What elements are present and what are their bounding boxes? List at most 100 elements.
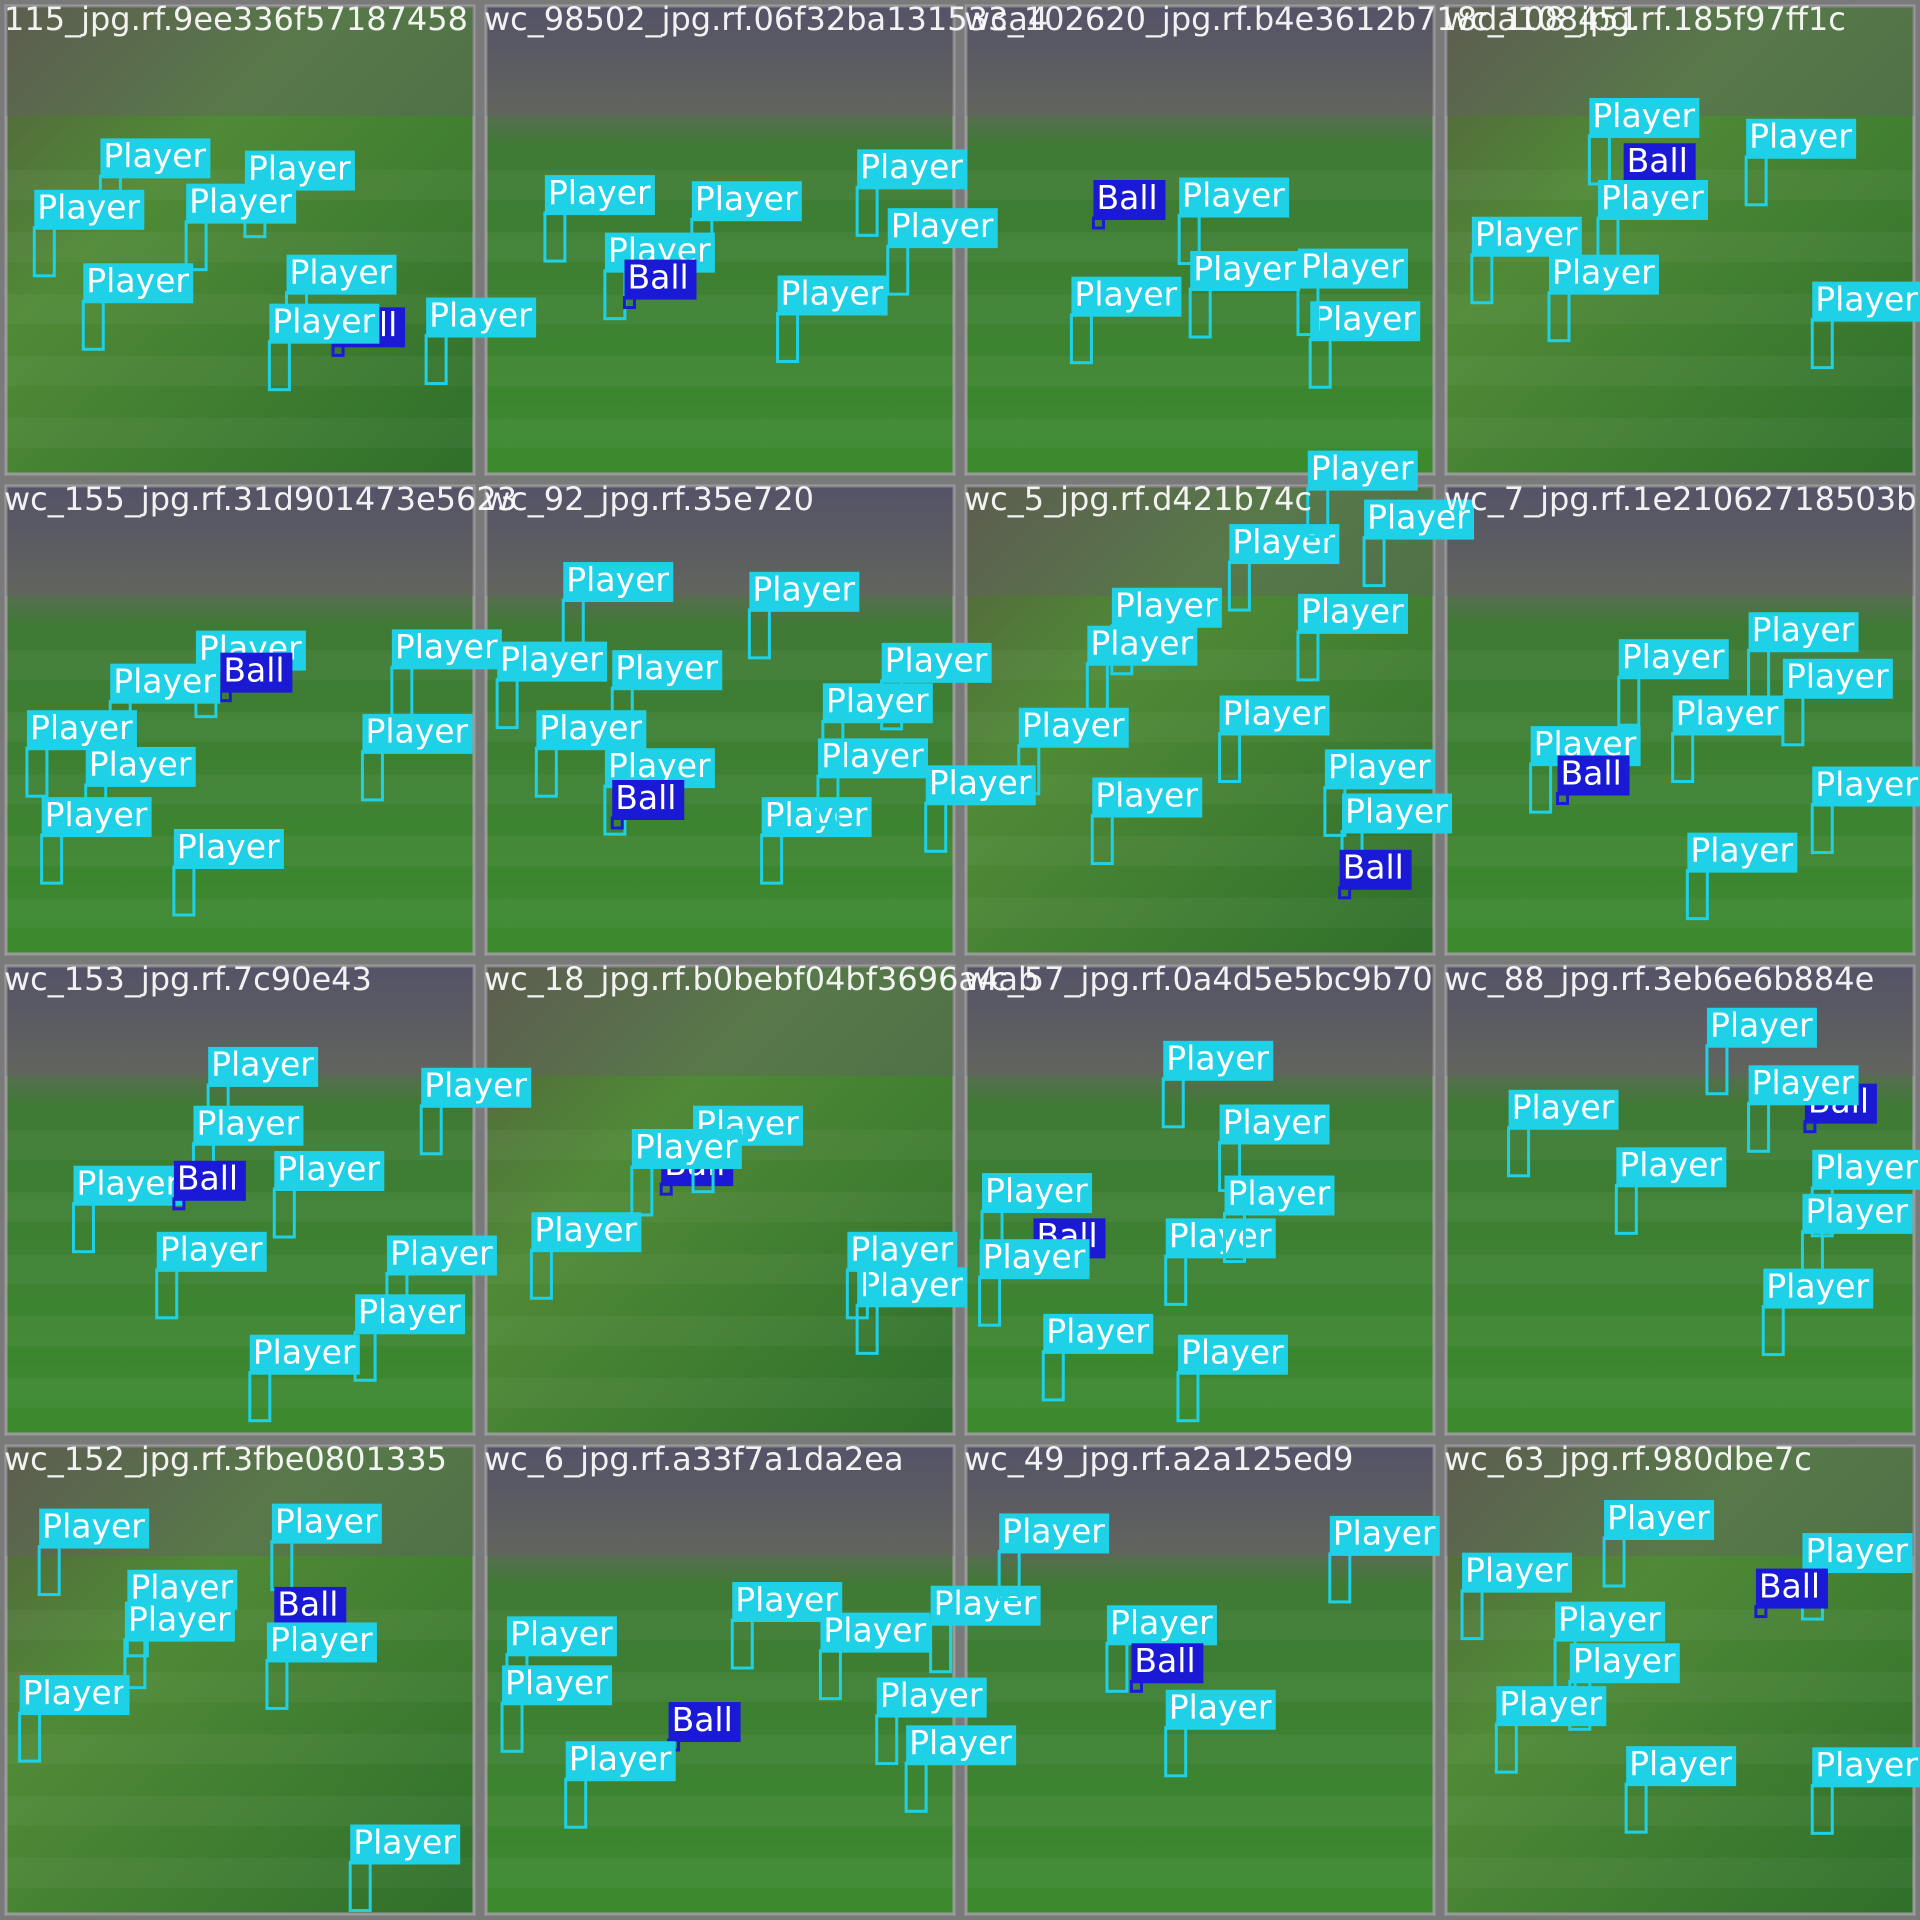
box-label: Player — [1749, 117, 1852, 156]
box-label: Player — [272, 301, 375, 340]
grass-stripe — [966, 1130, 1434, 1160]
box-label: Player — [539, 708, 642, 747]
grass-stripe — [966, 1858, 1434, 1888]
label-background — [563, 562, 674, 603]
box-label: Player — [1752, 1063, 1855, 1102]
box-label: Player — [1815, 279, 1918, 318]
box-label: Player — [1815, 1148, 1918, 1187]
tile — [484, 4, 956, 476]
label-background — [1163, 1040, 1274, 1081]
grass-stripe — [966, 356, 1434, 386]
box-label: Player — [128, 1599, 231, 1638]
label-background — [1364, 499, 1475, 540]
label-background — [777, 275, 888, 316]
box-label: Player — [826, 681, 929, 720]
grass-stripe — [486, 232, 954, 262]
label-background — [193, 1105, 304, 1146]
grass-stripe — [1446, 1610, 1914, 1640]
label-background — [536, 710, 647, 751]
tile-image — [484, 964, 956, 1436]
box-label: Player — [290, 252, 393, 291]
box-label: Player — [358, 1292, 461, 1331]
box-label: Ball — [615, 778, 676, 817]
stands — [966, 6, 1434, 116]
label-background — [26, 710, 137, 751]
label-background — [1812, 766, 1920, 807]
label-background — [266, 1622, 377, 1663]
box-label: Player — [103, 136, 206, 175]
grass-stripe — [1446, 1796, 1914, 1826]
box-label: Player — [1499, 1684, 1602, 1723]
label-background — [1687, 832, 1798, 873]
box-label: Player — [1676, 693, 1779, 732]
box-label: Player — [765, 795, 868, 834]
label-background — [1179, 177, 1290, 218]
filename: wc_153_jpg.rf.7c90e43 — [4, 960, 372, 998]
label-background — [1106, 1605, 1217, 1646]
label-background — [39, 1508, 150, 1549]
box-label: Player — [615, 648, 718, 687]
box-label: Player — [1619, 1145, 1722, 1184]
box-label: Player — [1115, 586, 1218, 625]
box-label: Player — [42, 1506, 145, 1545]
grass-stripe — [1446, 1316, 1914, 1346]
box-label: Player — [985, 1171, 1088, 1210]
grass-stripe — [966, 418, 1434, 448]
label-background — [1307, 450, 1418, 491]
label-background — [925, 765, 1036, 806]
box-label: Player — [1110, 1603, 1213, 1642]
label-background — [930, 1585, 1041, 1626]
box-label: Player — [1805, 1192, 1908, 1231]
box-label: Player — [253, 1332, 356, 1371]
box-label: Player — [177, 827, 280, 866]
label-background — [100, 138, 211, 179]
box-label: Player — [1815, 1745, 1918, 1784]
label-background — [1812, 1747, 1920, 1788]
filename: wc_18_jpg.rf.b0bebf04bf3696a4ab — [484, 960, 1038, 998]
box-label: Ball — [627, 257, 688, 296]
grass-stripe — [1446, 1378, 1914, 1408]
box-label: Player — [248, 148, 351, 187]
box-label: Player — [548, 173, 651, 212]
label-background — [110, 663, 221, 704]
box-label: Player — [45, 795, 148, 834]
label-background — [124, 1601, 235, 1642]
box-label: Player — [929, 763, 1032, 802]
box-label: Ball — [1627, 141, 1688, 180]
box-label: Player — [1193, 249, 1296, 288]
filename: wc_63_jpg.rf.980dbe7c — [1444, 1440, 1812, 1478]
label-background — [1131, 1643, 1204, 1684]
label-background — [668, 1702, 741, 1743]
label-background — [286, 254, 397, 295]
box-label: Ball — [223, 650, 284, 689]
grass-stripe — [6, 1378, 474, 1408]
box-label: Player — [500, 639, 603, 678]
label-background — [34, 189, 145, 230]
filename: wc_152_jpg.rf.3fbe0801335 — [4, 1440, 447, 1478]
label-background — [820, 1612, 931, 1653]
grass-stripe — [966, 1378, 1434, 1408]
box-label: Player — [1166, 1039, 1269, 1078]
stands — [1446, 486, 1914, 596]
grass-stripe — [966, 650, 1434, 680]
label-background — [1802, 1533, 1913, 1574]
label-background — [1569, 1643, 1680, 1684]
filename: wc_98502_jpg.rf.06f32ba131533a4 — [484, 0, 1048, 38]
label-background — [749, 571, 860, 612]
label-background — [612, 780, 685, 820]
label-background — [1092, 777, 1203, 818]
label-background — [1672, 695, 1783, 736]
label-background — [1755, 1568, 1828, 1609]
box-label: Player — [424, 1066, 527, 1105]
box-label: Player — [395, 627, 498, 666]
label-background — [817, 738, 928, 779]
label-background — [999, 1513, 1110, 1554]
grass-stripe — [1446, 836, 1914, 866]
box-label: Player — [505, 1663, 608, 1702]
box-label: Player — [1601, 178, 1704, 217]
box-label: Player — [1227, 1173, 1330, 1212]
label-background — [1471, 216, 1582, 257]
stands — [486, 6, 954, 116]
tile — [484, 964, 956, 1436]
label-background — [691, 181, 802, 222]
